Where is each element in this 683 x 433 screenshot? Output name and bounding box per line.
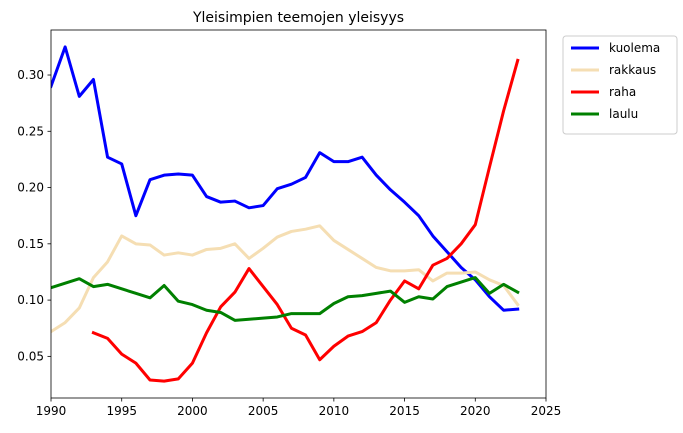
series-line-kuolema (51, 45, 520, 312)
y-tick-label: 0.20 (17, 181, 44, 195)
series-line-laulu (51, 276, 520, 322)
x-tick-label: 2010 (319, 404, 350, 418)
y-tick-label: 0.30 (17, 68, 44, 82)
legend-label-laulu: laulu (609, 107, 638, 121)
legend-label-raha: raha (609, 85, 636, 99)
y-tick-label: 0.15 (17, 237, 44, 251)
legend-label-kuolema: kuolema (609, 41, 660, 55)
y-tick-label: 0.05 (17, 349, 44, 363)
x-tick-label: 2000 (177, 404, 208, 418)
x-axis: 1990 1995 2000 2005 2010 2015 2020 2025 (36, 398, 562, 418)
series-line-raha (91, 58, 520, 383)
x-tick-label: 1995 (106, 404, 137, 418)
y-tick-label: 0.25 (17, 124, 44, 138)
legend-label-rakkaus: rakkaus (609, 63, 656, 77)
x-tick-label: 2005 (248, 404, 279, 418)
x-tick-label: 2020 (460, 404, 491, 418)
y-tick-label: 0.10 (17, 293, 44, 307)
legend: kuolema rakkaus raha laulu (562, 35, 678, 135)
x-tick-label: 2015 (389, 404, 420, 418)
x-tick-label: 2025 (531, 404, 562, 418)
series-line-rakkaus (51, 224, 520, 334)
chart-title: Yleisimpien teemojen yleisyys (192, 10, 404, 26)
x-tick-label: 1990 (36, 404, 67, 418)
y-axis: 0.05 0.10 0.15 0.20 0.25 0.30 (17, 68, 51, 363)
legend-box (562, 35, 678, 135)
plot-frame (50, 29, 547, 399)
plot-area (51, 45, 520, 383)
